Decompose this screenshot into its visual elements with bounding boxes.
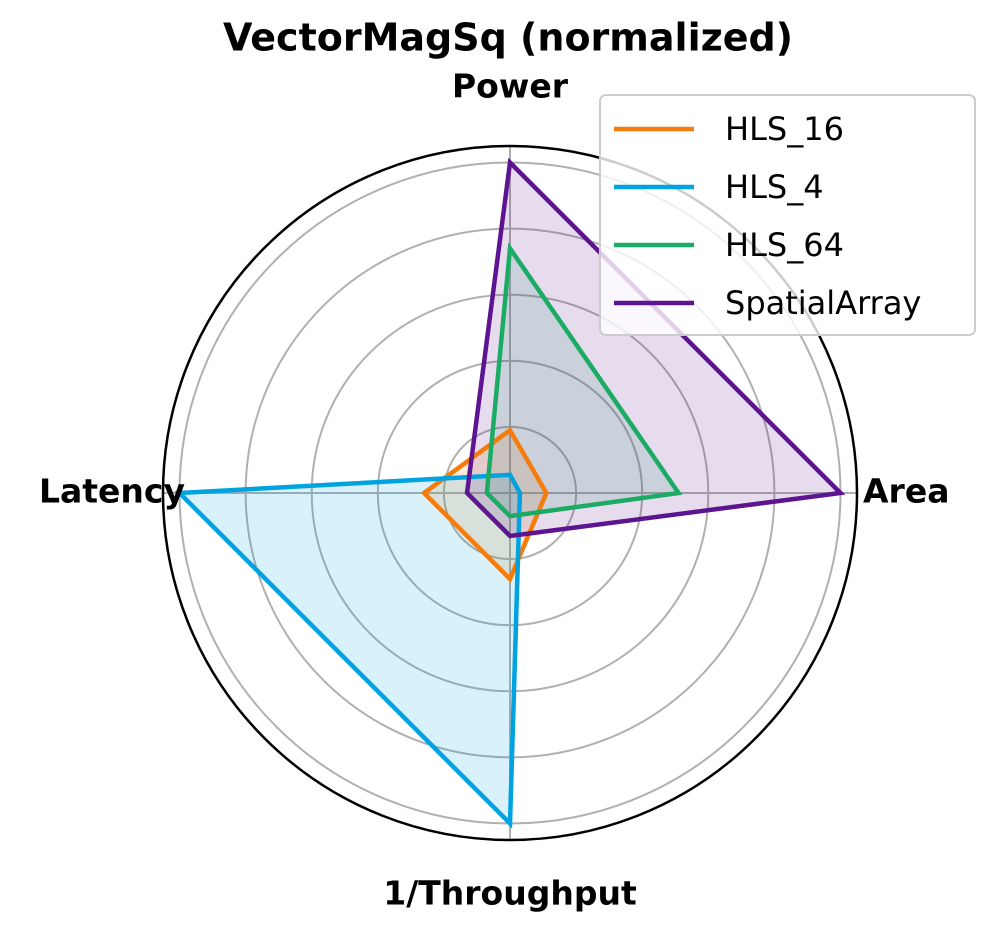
axis-label: Area: [863, 472, 949, 511]
legend-label: HLS_4: [725, 168, 824, 206]
series-line: [420, 426, 549, 583]
legend-label: HLS_16: [725, 110, 844, 148]
legend-label: SpatialArray: [725, 284, 921, 322]
series-line: [484, 242, 683, 519]
series-area: [486, 248, 679, 517]
series-area: [467, 162, 841, 536]
legend: HLS_16 HLS_4 HLS_64 SpatialArray: [599, 94, 976, 336]
series-area: [179, 474, 520, 824]
series-area: [424, 430, 547, 579]
legend-box: [599, 94, 976, 336]
legend-label: HLS_64: [725, 226, 844, 264]
series-line: [464, 157, 846, 539]
axis-label: 1/Throughput: [383, 874, 637, 913]
polar-frame: [161, 144, 859, 842]
axis-label: Power: [452, 67, 569, 106]
series-line: [174, 472, 523, 829]
axis-label: Latency: [39, 472, 185, 511]
chart-title: VectorMagSq (normalized): [223, 16, 793, 60]
